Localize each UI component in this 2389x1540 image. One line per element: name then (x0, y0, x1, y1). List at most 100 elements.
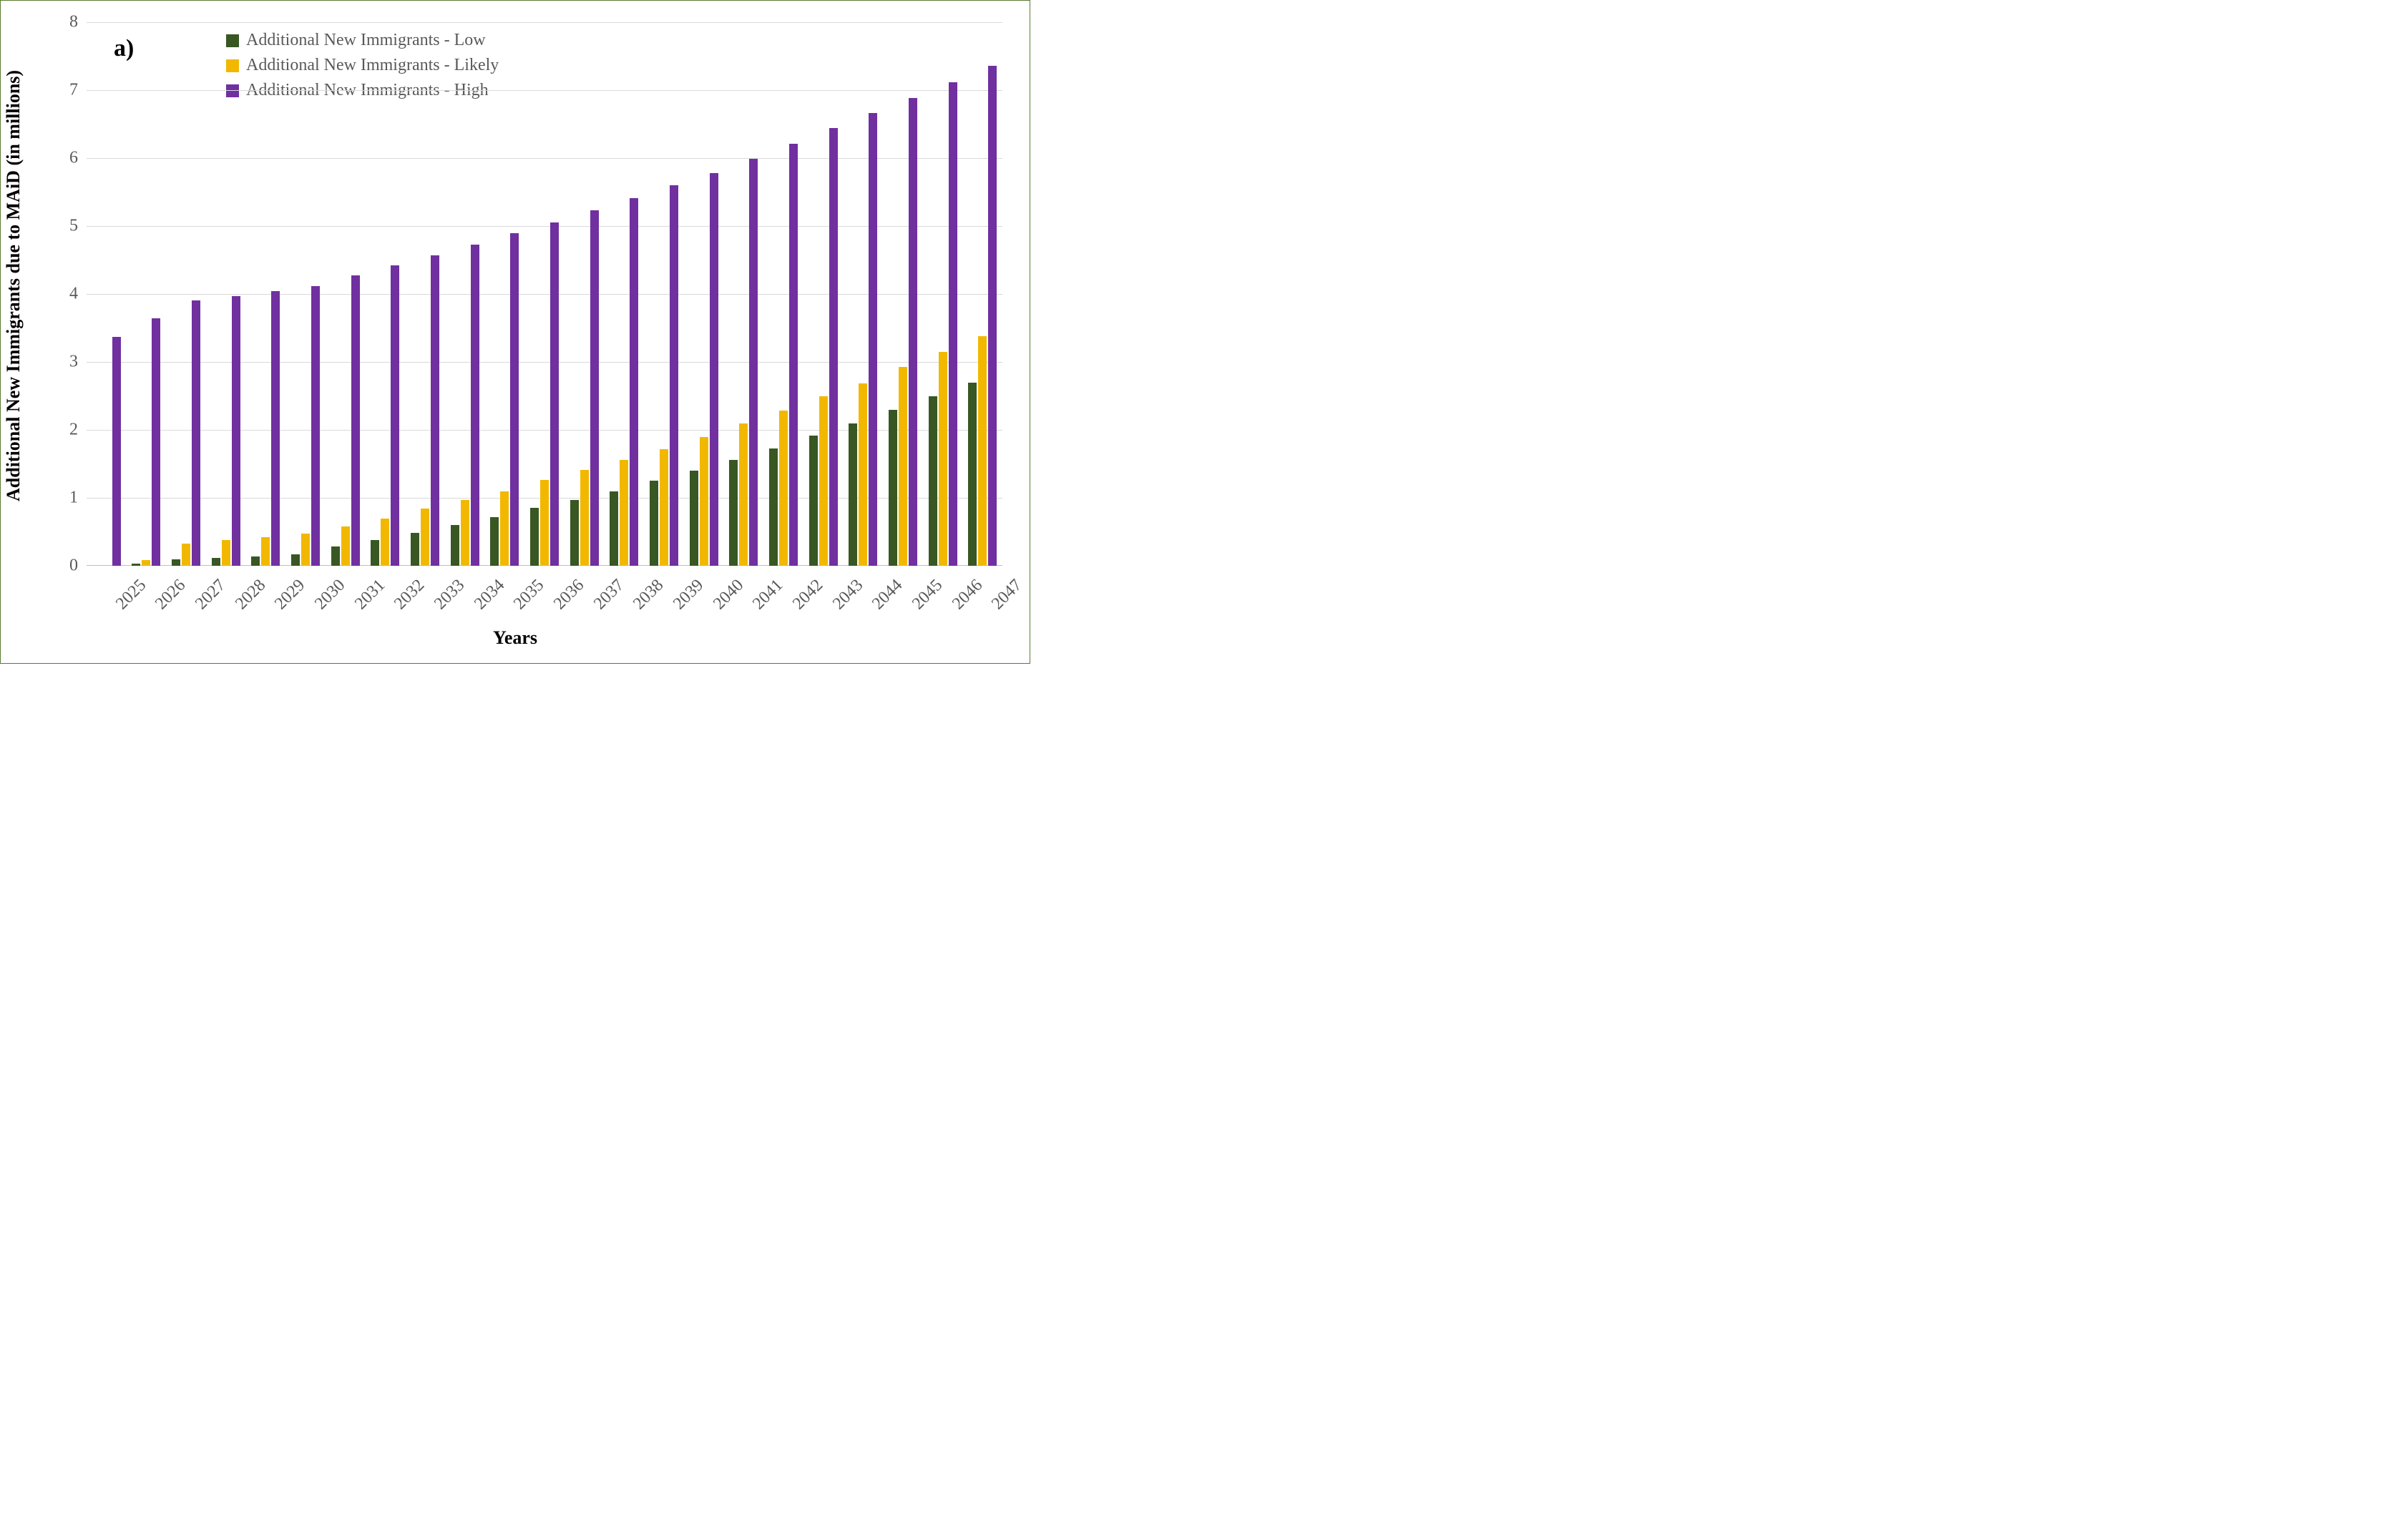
bar (590, 210, 599, 566)
bar (670, 185, 678, 566)
x-tick-label: 2047 (988, 576, 1026, 614)
bar (620, 460, 628, 566)
x-tick-label: 2043 (829, 576, 867, 614)
bar (351, 275, 360, 566)
x-tick-label: 2046 (949, 576, 987, 614)
x-tick-label: 2028 (232, 576, 270, 614)
bar (949, 82, 957, 566)
bar (819, 396, 828, 567)
x-tick-label: 2032 (391, 576, 429, 614)
x-tick-label: 2037 (590, 576, 628, 614)
y-tick-label: 4 (49, 285, 78, 304)
bar (510, 233, 519, 566)
x-tick-label: 2045 (909, 576, 947, 614)
bar (192, 300, 200, 566)
y-tick-label: 6 (49, 149, 78, 168)
bar (311, 286, 320, 566)
bar (809, 436, 818, 566)
y-tick-label: 3 (49, 353, 78, 372)
bar (500, 491, 509, 567)
bar (610, 491, 618, 567)
x-tick-label: 2034 (471, 576, 509, 614)
y-axis-title: Additional New Immigrants due to MAiD (i… (3, 72, 24, 501)
x-tick-label: 2033 (431, 576, 469, 614)
y-tick-label: 1 (49, 489, 78, 508)
bar (261, 537, 270, 566)
bar (112, 337, 121, 566)
bar (909, 98, 917, 566)
gridline (87, 362, 1002, 363)
x-tick-label: 2025 (112, 576, 150, 614)
bar (421, 509, 429, 566)
x-tick-label: 2044 (869, 576, 907, 614)
bar (411, 533, 419, 566)
x-axis-title: Years (493, 627, 537, 649)
gridline (87, 226, 1002, 227)
bar (271, 291, 280, 566)
bar (968, 383, 977, 567)
x-tick-label: 2027 (192, 576, 230, 614)
bar (490, 517, 499, 566)
x-tick-label: 2042 (789, 576, 827, 614)
x-tick-label: 2040 (710, 576, 748, 614)
x-tick-label: 2036 (550, 576, 588, 614)
bar (341, 526, 350, 566)
bar (471, 245, 479, 566)
bar (869, 113, 877, 566)
bar (929, 396, 937, 567)
bar (630, 198, 638, 566)
x-tick-label: 2031 (351, 576, 389, 614)
bar (829, 128, 838, 566)
bar (381, 519, 389, 567)
bar (710, 173, 718, 566)
bar (729, 460, 738, 566)
bar (212, 558, 220, 566)
y-tick-label: 2 (49, 421, 78, 440)
bar (142, 560, 150, 566)
bar (431, 255, 439, 566)
bar (660, 449, 668, 566)
bar (700, 437, 708, 567)
bar (849, 423, 857, 567)
bar (749, 159, 758, 566)
bar (251, 556, 260, 566)
bar (690, 471, 698, 566)
bar (172, 559, 180, 567)
y-tick-label: 8 (49, 13, 78, 32)
bar (978, 336, 987, 566)
bar (451, 525, 459, 566)
bar (371, 540, 379, 566)
gridline (87, 294, 1002, 295)
gridline (87, 22, 1002, 23)
gridline (87, 158, 1002, 159)
bar (132, 564, 140, 566)
bar (939, 352, 947, 566)
bar (859, 383, 867, 566)
bar (232, 296, 240, 566)
x-tick-label: 2041 (749, 576, 787, 614)
bar (540, 480, 549, 566)
bar (988, 66, 997, 566)
bar (789, 144, 798, 566)
x-tick-label: 2035 (510, 576, 548, 614)
plot-area (87, 22, 1002, 566)
x-tick-label: 2039 (670, 576, 708, 614)
y-tick-label: 7 (49, 81, 78, 100)
bar (461, 500, 469, 566)
bar (182, 544, 190, 566)
bar (550, 222, 559, 566)
bar (570, 500, 579, 566)
bar (331, 546, 340, 566)
bar (291, 554, 300, 566)
gridline (87, 90, 1002, 91)
bar (530, 508, 539, 566)
bar (769, 448, 778, 566)
x-tick-label: 2038 (630, 576, 668, 614)
y-tick-label: 5 (49, 217, 78, 236)
bar (152, 318, 160, 566)
bar (301, 534, 310, 566)
x-tick-label: 2026 (152, 576, 190, 614)
bar (580, 470, 589, 566)
bar (889, 410, 897, 567)
bar (391, 265, 399, 566)
